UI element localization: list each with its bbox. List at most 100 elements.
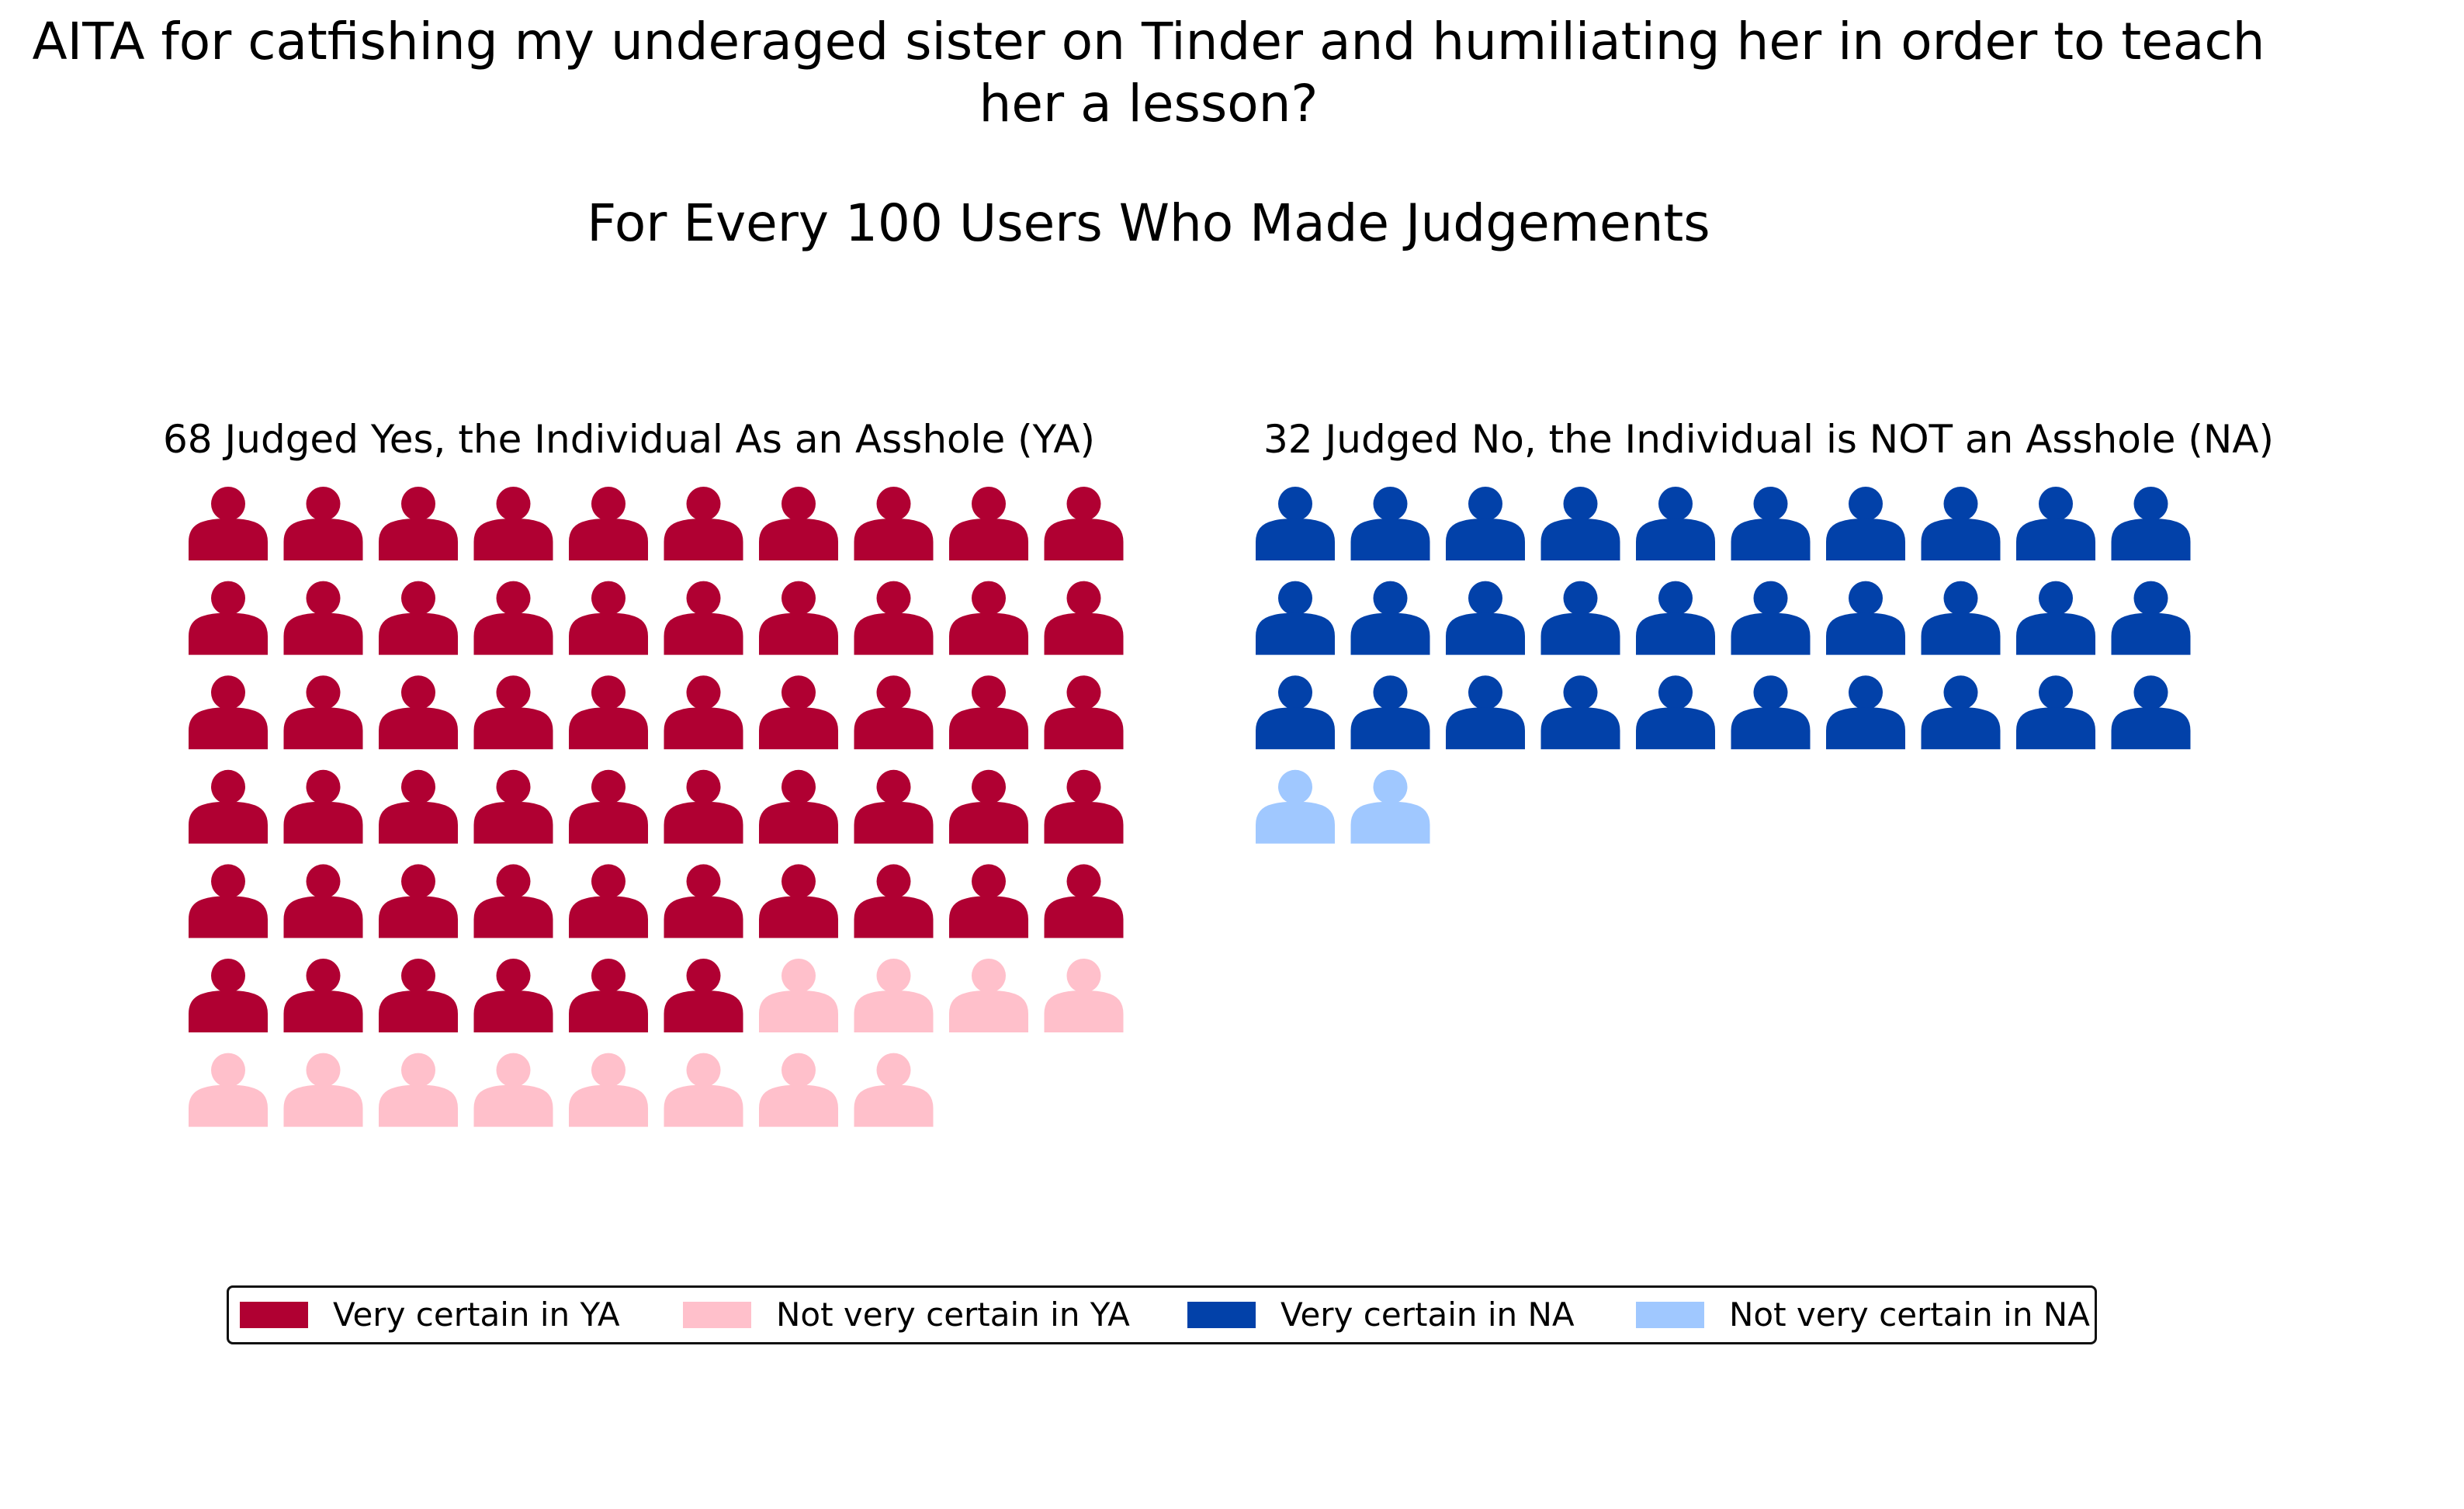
person-icon: [1540, 675, 1620, 750]
person-icon: [473, 769, 553, 844]
person-icon: [854, 959, 934, 1032]
legend-item-very-certain-ya: Very certain in YA: [240, 1288, 620, 1342]
person-icon: [1731, 675, 1811, 750]
person-icon: [1731, 487, 1811, 560]
person-icon: [473, 487, 553, 560]
person-icon: [189, 864, 268, 938]
person-icon: [759, 769, 838, 844]
chart-title-line-1: AITA for catfishing my underaged sister …: [32, 12, 2265, 71]
person-icon: [1731, 581, 1811, 655]
person-icon: [1256, 675, 1335, 750]
person-icon: [854, 864, 934, 938]
person-icon: [664, 864, 743, 938]
person-icon: [1826, 675, 1905, 750]
person-icon: [189, 769, 268, 844]
legend-label-not-very-certain-ya: Not very certain in YA: [776, 1296, 1130, 1334]
person-icon: [2111, 487, 2191, 560]
person-icon: [379, 675, 458, 750]
person-icon: [189, 487, 268, 560]
person-icon: [379, 959, 458, 1032]
legend: Very certain in YA Not very certain in Y…: [227, 1285, 2097, 1344]
person-icon: [189, 1053, 268, 1127]
person-icon: [759, 581, 838, 655]
person-icon: [283, 675, 363, 750]
legend-label-very-certain-na: Very certain in NA: [1281, 1296, 1575, 1334]
person-icon: [569, 675, 648, 750]
person-icon: [569, 769, 648, 844]
person-icon: [1256, 487, 1335, 560]
person-icon: [569, 1053, 648, 1127]
person-icon: [1446, 487, 1525, 560]
person-icon: [854, 675, 934, 750]
person-icon: [569, 487, 648, 560]
person-icon: [1921, 487, 2001, 560]
person-icon: [2016, 487, 2095, 560]
person-icon: [473, 959, 553, 1032]
chart-title-line-2: her a lesson?: [979, 74, 1319, 134]
person-icon: [1540, 487, 1620, 560]
person-icon: [473, 864, 553, 938]
person-icon: [1826, 581, 1905, 655]
person-icon: [1540, 581, 1620, 655]
person-icon: [283, 959, 363, 1032]
person-icon: [949, 959, 1028, 1032]
person-icon: [1921, 581, 2001, 655]
legend-item-not-very-certain-na: Not very certain in NA: [1636, 1288, 2090, 1342]
person-icon: [189, 675, 268, 750]
person-icon: [664, 581, 743, 655]
person-icon: [473, 675, 553, 750]
person-icon: [854, 487, 934, 560]
person-icon: [1256, 769, 1335, 844]
person-icon: [283, 487, 363, 560]
person-icon: [854, 1053, 934, 1127]
person-icon: [854, 769, 934, 844]
person-icon: [1350, 487, 1430, 560]
person-icon: [189, 959, 268, 1032]
person-icon: [569, 581, 648, 655]
person-icon: [1350, 769, 1430, 844]
legend-label-not-very-certain-na: Not very certain in NA: [1729, 1296, 2090, 1334]
person-icon: [379, 487, 458, 560]
legend-label-very-certain-ya: Very certain in YA: [333, 1296, 620, 1334]
person-icon: [1044, 769, 1124, 844]
legend-swatch-not-very-certain-na: [1636, 1302, 1704, 1328]
person-icon: [759, 675, 838, 750]
legend-swatch-very-certain-na: [1187, 1302, 1256, 1328]
person-icon: [283, 769, 363, 844]
legend-swatch-very-certain-ya: [240, 1302, 308, 1328]
person-icon: [1044, 581, 1124, 655]
person-icon: [949, 769, 1028, 844]
person-icon: [2016, 675, 2095, 750]
person-icon: [283, 581, 363, 655]
person-icon: [473, 581, 553, 655]
person-icon: [569, 959, 648, 1032]
person-icon: [664, 769, 743, 844]
person-icon: [664, 487, 743, 560]
person-icon: [189, 581, 268, 655]
person-icon: [379, 769, 458, 844]
person-icon: [1921, 675, 2001, 750]
person-icon: [1044, 864, 1124, 938]
panel-title-ya: 68 Judged Yes, the Individual As an Assh…: [163, 417, 1096, 462]
legend-item-not-very-certain-ya: Not very certain in YA: [683, 1288, 1130, 1342]
person-icon: [473, 1053, 553, 1127]
person-icon: [1350, 675, 1430, 750]
person-icon: [1044, 959, 1124, 1032]
person-icon: [854, 581, 934, 655]
person-icon: [1446, 581, 1525, 655]
person-icon: [283, 864, 363, 938]
person-icon: [379, 1053, 458, 1127]
person-icon: [1636, 487, 1715, 560]
person-icon: [1636, 675, 1715, 750]
panel-title-na: 32 Judged No, the Individual is NOT an A…: [1263, 417, 2274, 462]
person-icon: [569, 864, 648, 938]
person-icon: [1350, 581, 1430, 655]
person-icon: [2111, 581, 2191, 655]
legend-item-very-certain-na: Very certain in NA: [1187, 1288, 1575, 1342]
person-icon: [759, 487, 838, 560]
legend-swatch-not-very-certain-ya: [683, 1302, 751, 1328]
person-icon: [2111, 675, 2191, 750]
person-icon: [1446, 675, 1525, 750]
person-icon: [759, 959, 838, 1032]
